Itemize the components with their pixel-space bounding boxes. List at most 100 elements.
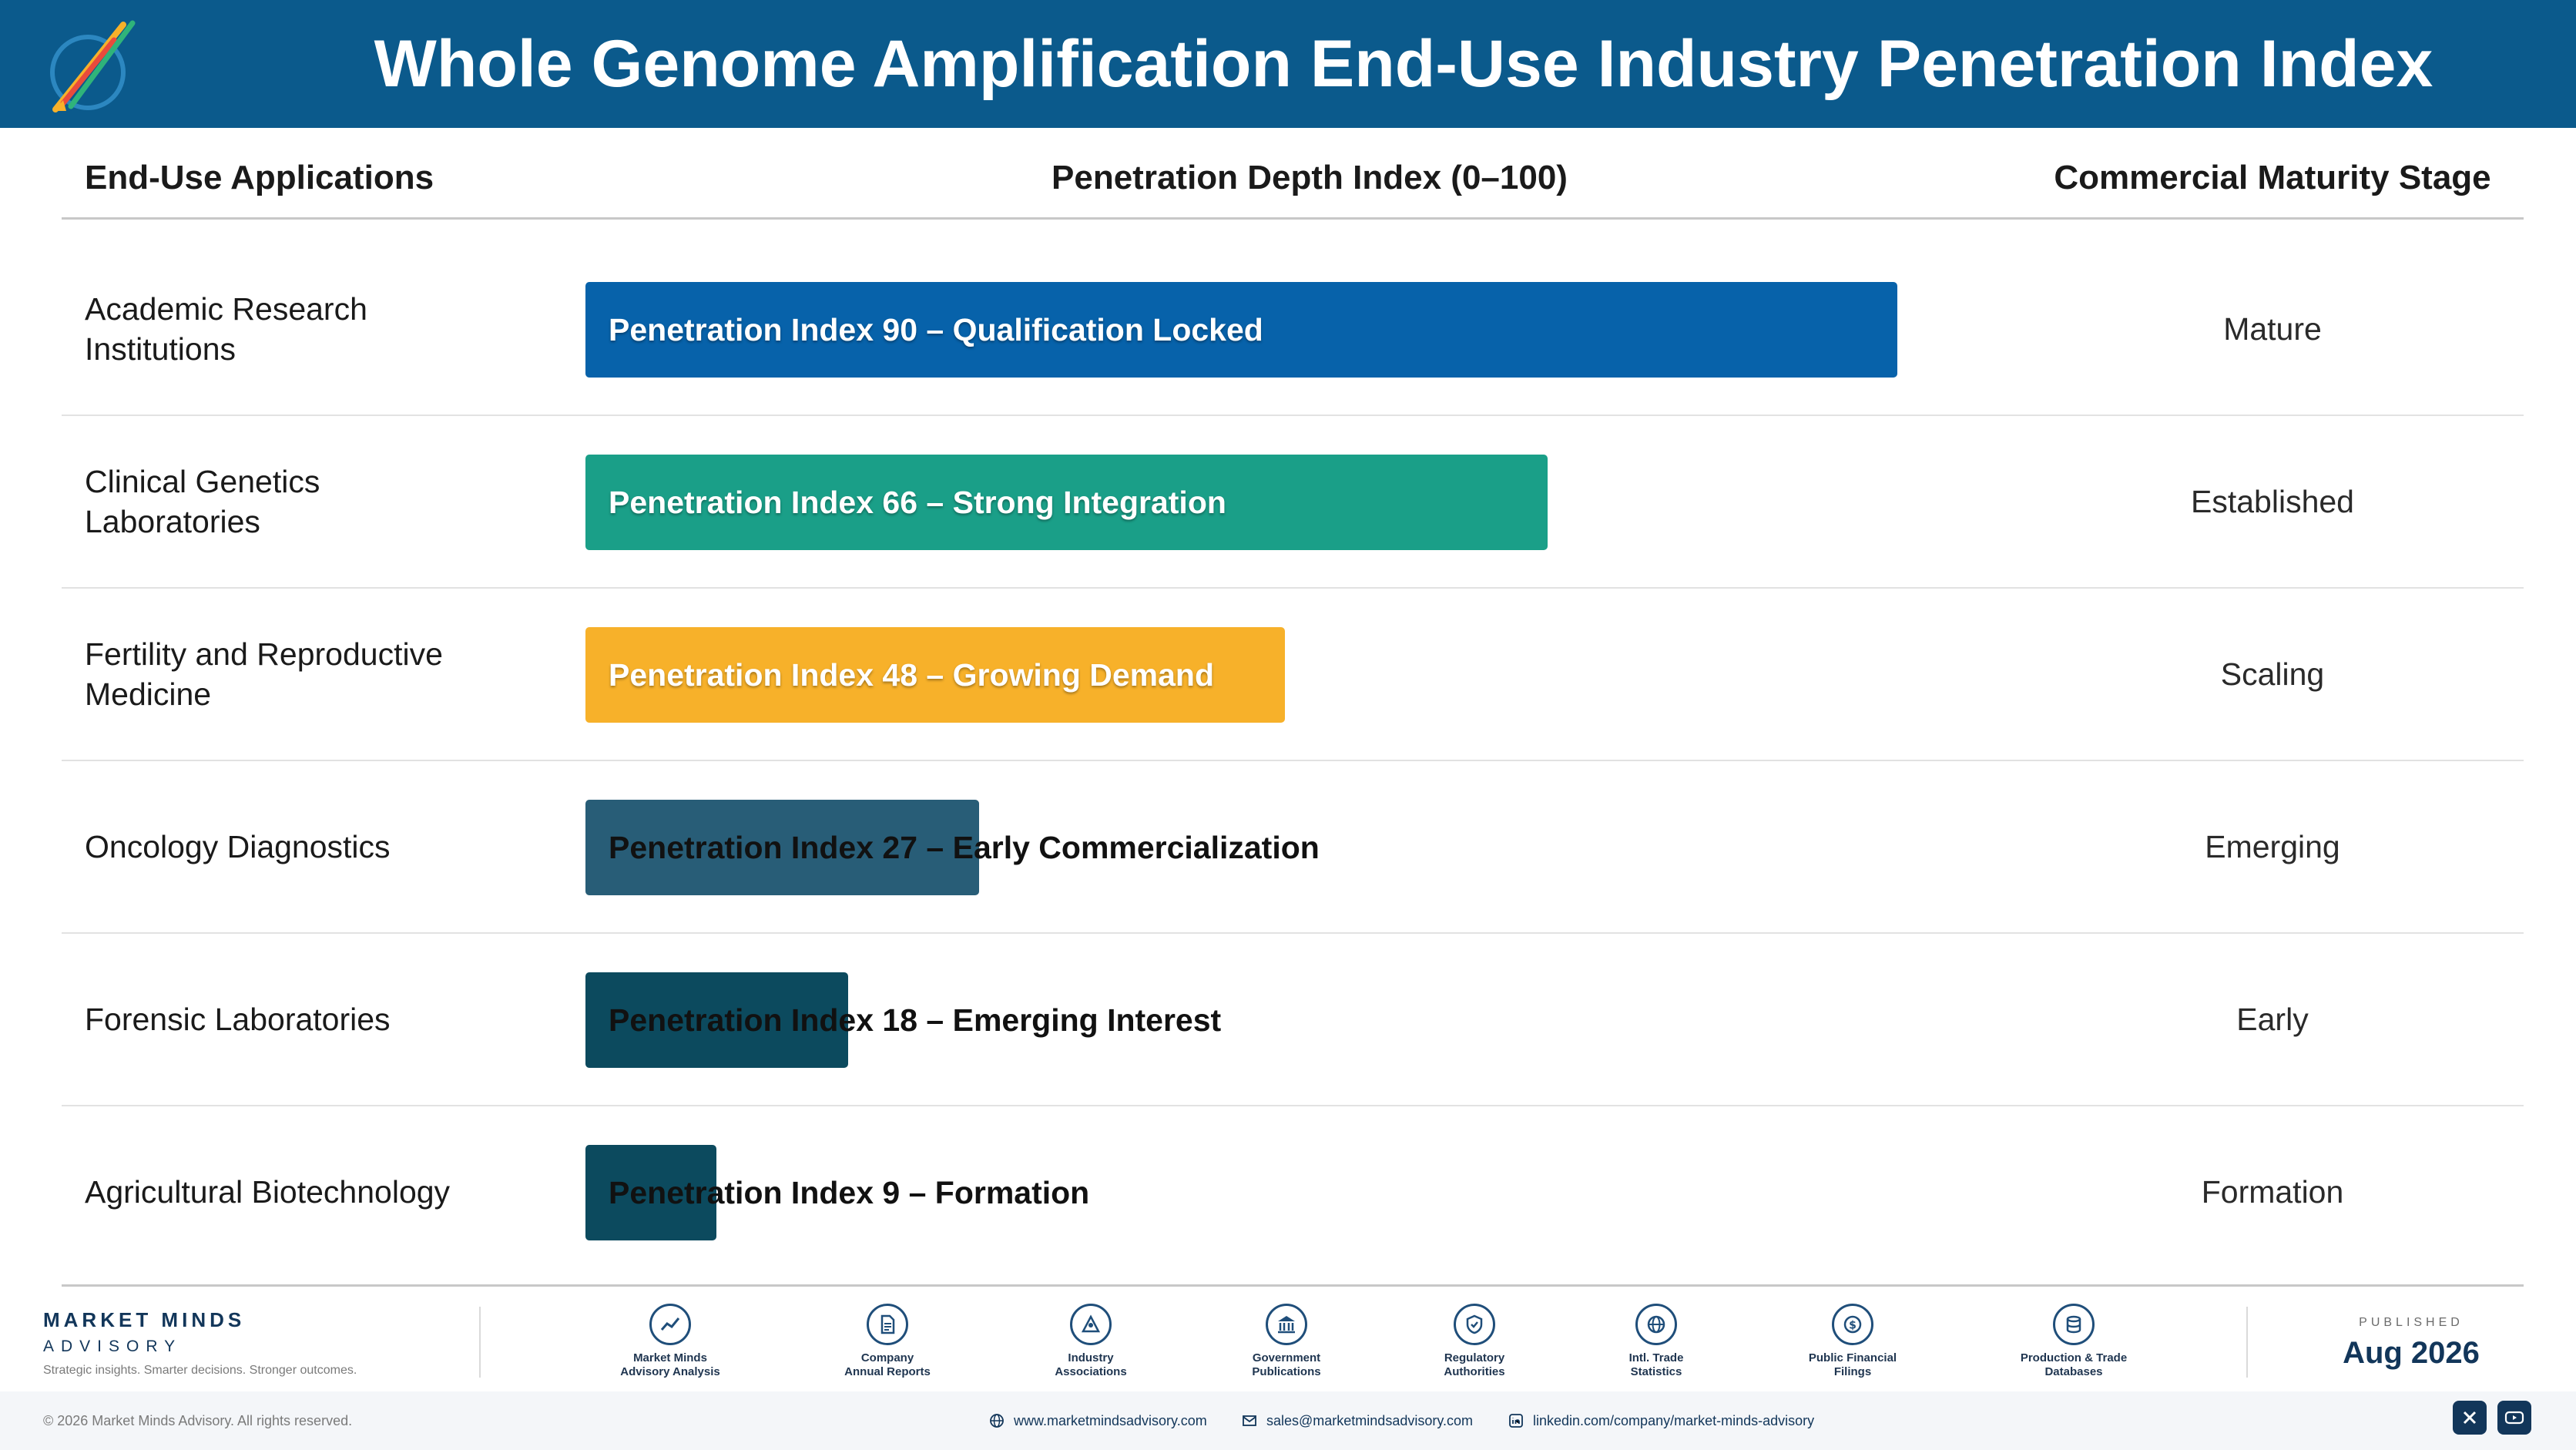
- source-label: Market Minds Advisory Analysis: [620, 1351, 720, 1378]
- source-label: Government Publications: [1252, 1351, 1321, 1378]
- network-icon: [1070, 1304, 1112, 1345]
- application-label-line1: Oncology Diagnostics: [85, 829, 391, 864]
- database-icon: [2053, 1304, 2095, 1345]
- source-item: Market Minds Advisory Analysis: [593, 1304, 747, 1379]
- bar-label: Penetration Index 48 – Growing Demand: [609, 657, 1215, 693]
- column-header-index: Penetration Depth Index (0–100): [1052, 159, 1568, 196]
- application-label: Academic Research Institutions: [85, 243, 578, 415]
- row-divider: [62, 1105, 2524, 1106]
- source-label: Regulatory Authorities: [1444, 1351, 1505, 1378]
- column-header-stage: Commercial Maturity Stage: [2054, 159, 2491, 196]
- application-label-line1: Agricultural Biotechnology: [85, 1174, 451, 1210]
- footer-divider: [479, 1307, 481, 1378]
- footer-divider: [2246, 1307, 2248, 1378]
- svg-text:$: $: [1849, 1320, 1857, 1332]
- application-label-line1: Clinical Genetics: [85, 464, 320, 499]
- x-icon: [2463, 1411, 2477, 1425]
- globe-icon: [990, 1414, 1004, 1428]
- maturity-stage: Formation: [2201, 1174, 2344, 1210]
- application-label: Clinical Genetics Laboratories: [85, 416, 578, 587]
- shield-icon: [1454, 1304, 1495, 1345]
- row-divider: [62, 415, 2524, 416]
- application-label: Fertility and Reproductive Medicine: [85, 589, 578, 760]
- source-item: Government Publications: [1209, 1304, 1363, 1379]
- bar: [585, 627, 1285, 723]
- website-text: www.marketmindsadvisory.com: [1014, 1412, 1207, 1428]
- youtube-icon: [2504, 1411, 2524, 1425]
- page-title: Whole Genome Amplification End-Use Indus…: [374, 27, 2433, 101]
- application-label-line1: Forensic Laboratories: [85, 1002, 391, 1037]
- maturity-stage: Mature: [2223, 311, 2322, 347]
- bar-label: Penetration Index 90 – Qualification Loc…: [609, 312, 1263, 347]
- maturity-stage: Early: [2236, 1002, 2309, 1037]
- linkedin-link[interactable]: linkedin.com/company/market-minds-adviso…: [1508, 1410, 1814, 1432]
- source-item: Industry Associations: [1014, 1304, 1168, 1379]
- bar-label: Penetration Index 66 – Strong Integratio…: [609, 485, 1226, 520]
- bar-label: Penetration Index 27 – Early Commerciali…: [609, 830, 1320, 865]
- published-label: PUBLISHED: [2359, 1316, 2464, 1329]
- linkedin-icon: [1509, 1414, 1523, 1428]
- bar: [585, 800, 979, 895]
- bar: [585, 455, 1548, 550]
- email-text: sales@marketmindsadvisory.com: [1266, 1412, 1474, 1428]
- brand-tagline: Strategic insights. Smarter decisions. S…: [43, 1364, 357, 1377]
- x-social-button[interactable]: [2453, 1401, 2487, 1435]
- maturity-stage: Established: [2191, 484, 2354, 519]
- source-item: Intl. Trade Statistics: [1579, 1304, 1733, 1379]
- chart-row: Forensic Laboratories Penetration Index …: [62, 934, 2524, 1106]
- email-link[interactable]: sales@marketmindsadvisory.com: [1242, 1410, 1473, 1432]
- bar: [585, 282, 1897, 378]
- linkedin-text: linkedin.com/company/market-minds-adviso…: [1533, 1412, 1815, 1428]
- row-divider: [62, 932, 2524, 934]
- document-icon: [867, 1304, 908, 1345]
- header-divider: [62, 217, 2524, 220]
- source-item: Company Annual Reports: [810, 1304, 964, 1379]
- source-label: Public Financial Filings: [1808, 1351, 1897, 1378]
- mail-icon: [1243, 1415, 1256, 1426]
- source-label: Industry Associations: [1055, 1351, 1127, 1378]
- maturity-stage: Scaling: [2220, 656, 2325, 692]
- footer-sources-band: MARKET MINDS ADVISORY Strategic insights…: [0, 1293, 2576, 1391]
- chart-row: Fertility and Reproductive Medicine Penet…: [62, 589, 2524, 761]
- application-label: Forensic Laboratories: [85, 934, 578, 1105]
- chart-row: Clinical Genetics Laboratories Penetratio…: [62, 416, 2524, 589]
- chart-line-icon: [649, 1304, 691, 1345]
- chart-bottom-divider: [62, 1284, 2524, 1287]
- application-label-line2: Laboratories: [85, 504, 260, 539]
- copyright-text: © 2026 Market Minds Advisory. All rights…: [43, 1413, 353, 1428]
- source-label: Company Annual Reports: [844, 1351, 931, 1378]
- bar-label: Penetration Index 18 – Emerging Interest: [609, 1002, 1222, 1038]
- application-label-line1: Fertility and Reproductive: [85, 636, 443, 672]
- bar: [585, 1145, 716, 1240]
- source-item: Regulatory Authorities: [1397, 1304, 1551, 1379]
- row-divider: [62, 760, 2524, 761]
- maturity-stage: Emerging: [2205, 829, 2340, 864]
- row-divider: [62, 587, 2524, 589]
- dollar-icon: $: [1832, 1304, 1873, 1345]
- brand-name: MARKET MINDS: [43, 1308, 246, 1331]
- youtube-social-button[interactable]: [2497, 1401, 2531, 1435]
- chart-row: Academic Research Institutions Penetratio…: [62, 243, 2524, 416]
- source-item: Production & Trade Databases: [1997, 1304, 2151, 1379]
- brand-subtitle: ADVISORY: [43, 1338, 183, 1355]
- globe-icon: [1635, 1304, 1677, 1345]
- bar-label: Penetration Index 9 – Formation: [609, 1175, 1090, 1210]
- published-date: Aug 2026: [2343, 1336, 2480, 1370]
- footer: MARKET MINDS ADVISORY Strategic insights…: [0, 1293, 2576, 1450]
- chart-row: Oncology Diagnostics Penetration Index 2…: [62, 761, 2524, 934]
- title-bar: Whole Genome Amplification End-Use Indus…: [0, 0, 2576, 128]
- website-link[interactable]: www.marketmindsadvisory.com: [989, 1410, 1207, 1432]
- source-label: Production & Trade Databases: [2020, 1351, 2128, 1378]
- application-label-line2: Institutions: [85, 331, 236, 367]
- bar: [585, 972, 848, 1068]
- chart-row: Agricultural Biotechnology Penetration I…: [62, 1106, 2524, 1279]
- brand-logo-icon: [50, 20, 136, 112]
- application-label: Agricultural Biotechnology: [85, 1106, 578, 1277]
- application-label-line2: Medicine: [85, 676, 212, 712]
- building-icon: [1266, 1304, 1307, 1345]
- source-label: Intl. Trade Statistics: [1628, 1351, 1684, 1378]
- application-label: Oncology Diagnostics: [85, 761, 578, 932]
- source-item: $ Public Financial Filings: [1776, 1304, 1930, 1379]
- column-header-applications: End-Use Applications: [85, 159, 434, 196]
